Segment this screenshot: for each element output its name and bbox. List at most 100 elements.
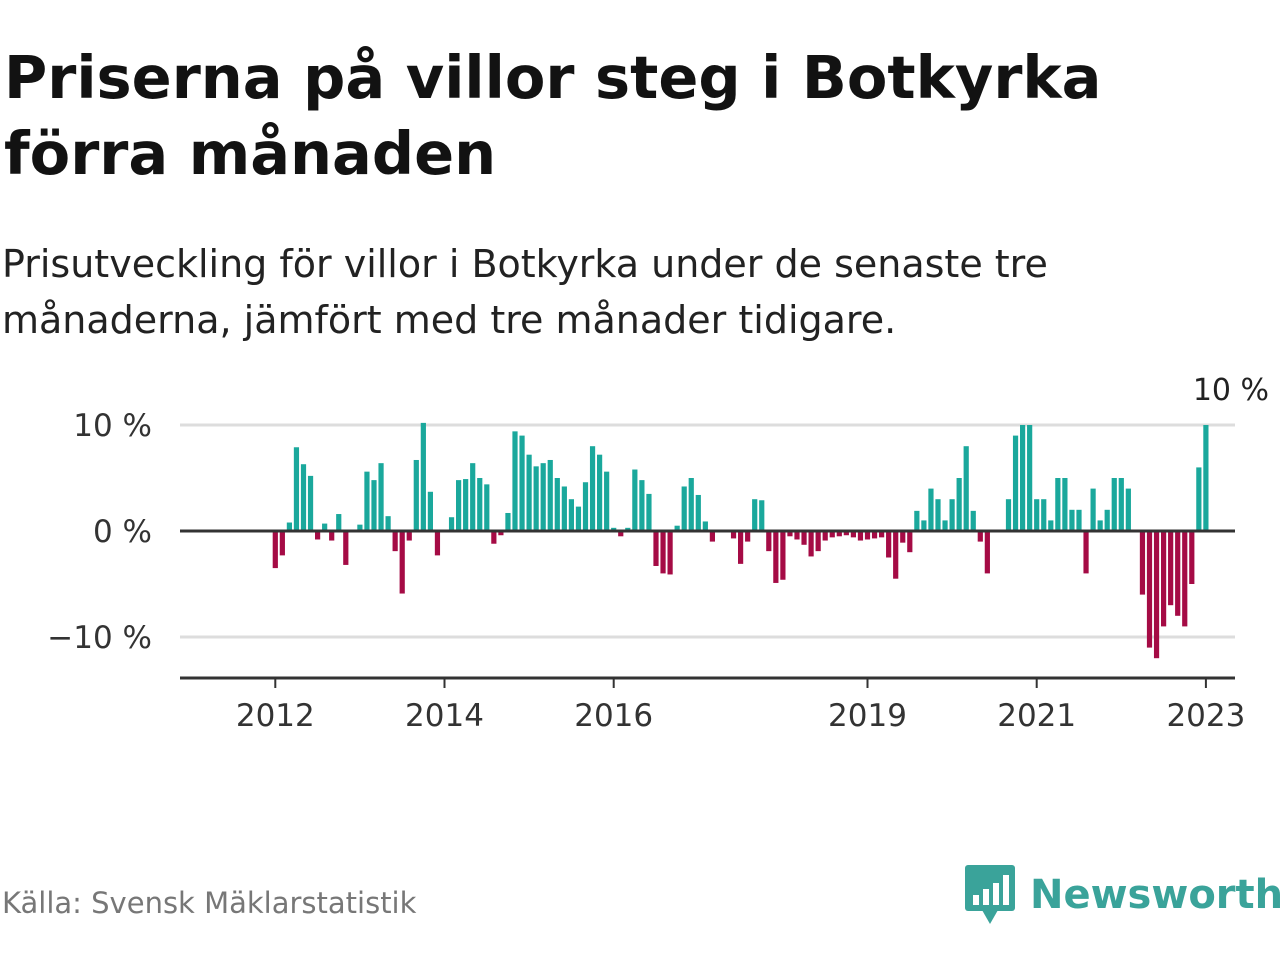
- bar: [1005, 499, 1012, 531]
- gridlines: [180, 423, 1235, 639]
- bar: [660, 531, 666, 574]
- bar: [1118, 478, 1124, 531]
- bar: [871, 531, 878, 539]
- bar: [378, 463, 384, 531]
- x-tick-label: 2021: [997, 698, 1076, 734]
- bar: [540, 463, 546, 531]
- bar: [1161, 531, 1167, 627]
- bar: [1055, 478, 1061, 531]
- bar: [575, 506, 582, 531]
- bar: [1041, 499, 1047, 531]
- bar: [371, 480, 377, 531]
- bar: [357, 524, 363, 531]
- bar: [1175, 531, 1181, 616]
- bar: [864, 531, 871, 540]
- bar: [512, 431, 518, 531]
- bar: [272, 531, 278, 569]
- bar: [653, 531, 659, 566]
- bar: [1203, 425, 1209, 531]
- y-tick-label: 0 %: [93, 514, 152, 550]
- y-axis-labels: 10 % 0 % −10 %: [47, 408, 152, 656]
- bar: [1090, 488, 1096, 531]
- chart-subtitle: Prisutveckling för villor i Botkyrka und…: [2, 242, 1048, 342]
- brand-logo: Newsworthy: [964, 864, 1280, 926]
- bar: [568, 499, 574, 531]
- bar: [900, 531, 906, 543]
- bar: [1153, 531, 1160, 659]
- bar: [463, 479, 469, 531]
- bar: [836, 531, 842, 537]
- bar: [1104, 509, 1110, 531]
- bar: [484, 484, 490, 531]
- bar: [315, 531, 321, 540]
- bar: [1111, 478, 1117, 531]
- bar: [329, 531, 335, 541]
- bar: [632, 469, 638, 531]
- bar: [794, 531, 800, 540]
- bar: [279, 531, 285, 556]
- y-tick-label: −10 %: [47, 620, 152, 656]
- x-axis: 2012 2014 2016 2019 2021 2023: [180, 676, 1245, 734]
- bar: [956, 478, 962, 531]
- bar: [1189, 531, 1195, 584]
- bar: [456, 480, 462, 531]
- bar: [336, 514, 342, 531]
- bar: [1083, 531, 1089, 574]
- callout-label: 10 %: [1193, 373, 1269, 408]
- bar: [970, 510, 976, 531]
- callout: 10 %: [1193, 373, 1269, 408]
- bar: [893, 531, 899, 579]
- bar: [907, 531, 913, 553]
- x-tick-label: 2019: [828, 698, 907, 734]
- bar: [470, 463, 476, 531]
- bar: [886, 531, 892, 558]
- bar: [554, 478, 560, 531]
- bar: [942, 520, 948, 531]
- bar: [688, 478, 694, 531]
- bar: [1097, 520, 1103, 531]
- bar: [780, 531, 786, 580]
- bar: [850, 531, 856, 538]
- bar: [921, 520, 927, 531]
- bar: [1034, 499, 1040, 531]
- bar: [307, 475, 314, 531]
- bar: [385, 516, 391, 531]
- bar: [1125, 488, 1131, 531]
- bar: [293, 447, 300, 531]
- bar: [1069, 509, 1075, 531]
- bar: [928, 488, 934, 531]
- bar: [787, 531, 793, 537]
- bar: [618, 531, 624, 537]
- bar: [702, 521, 708, 531]
- bar: [491, 531, 497, 544]
- source-note: Källa: Svensk Mäklarstatistik: [2, 886, 417, 920]
- bar: [766, 531, 772, 552]
- bar: [547, 459, 553, 531]
- x-tick-label: 2023: [1166, 698, 1245, 734]
- bar: [808, 531, 814, 557]
- bar: [413, 459, 419, 531]
- bar: [829, 531, 835, 538]
- bar: [745, 531, 751, 542]
- bar: [582, 482, 589, 531]
- bar: [1076, 509, 1082, 531]
- bar: [1168, 531, 1174, 606]
- x-tick-label: 2016: [574, 698, 653, 734]
- bar: [1048, 520, 1054, 531]
- x-tick-label: 2012: [236, 698, 315, 734]
- bar: [914, 510, 920, 531]
- bar: [364, 471, 370, 531]
- bar: [1012, 435, 1019, 531]
- bar: [1182, 531, 1188, 627]
- bar: [561, 486, 567, 531]
- bar: [639, 480, 645, 531]
- bar: [977, 531, 983, 542]
- bar: [597, 454, 603, 531]
- bar: [526, 454, 532, 531]
- bar: [300, 464, 307, 531]
- bar: [604, 471, 610, 531]
- bar: [427, 491, 433, 531]
- bar: [963, 446, 969, 531]
- bar: [533, 466, 539, 531]
- bar: [286, 522, 292, 531]
